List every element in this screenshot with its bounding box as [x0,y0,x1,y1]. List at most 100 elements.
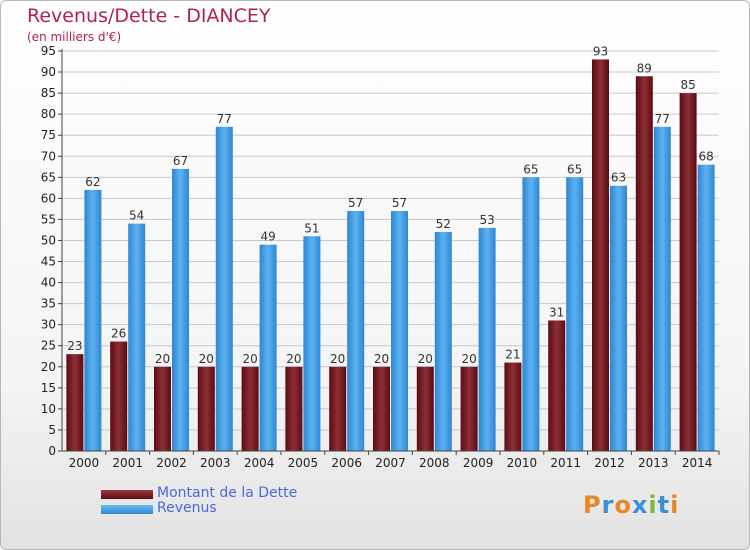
logo-letter: P [583,491,602,519]
bar-dette [460,366,478,451]
data-label-revenus: 65 [567,162,582,176]
bar-dette [241,366,259,451]
y-tick-label: 30 [41,318,56,332]
x-tick-label: 2005 [288,456,319,470]
x-tick-label: 2007 [375,456,406,470]
x-tick-label: 2008 [419,456,450,470]
data-label-revenus: 62 [85,175,100,189]
bar-dette [197,366,215,451]
bar-revenus [347,211,365,451]
data-label-revenus: 49 [260,230,275,244]
proxiti-logo: Proxiti [583,491,679,519]
bar-dette [154,366,171,451]
x-tick-label: 2000 [69,456,100,470]
bar-dette [592,59,609,451]
y-tick-label: 40 [41,276,56,290]
bar-revenus [610,185,627,451]
data-label-dette: 20 [199,352,214,366]
axes: 0 5 10 15 20 25 30 35 40 45 50 55 60 65 70 75 80 85 90 95 20… [41,44,720,470]
legend-swatch-revenus [101,505,153,514]
logo-letter: r [601,491,615,519]
bar-revenus [522,177,540,451]
y-tick-label: 25 [41,339,56,353]
data-label-revenus: 67 [173,154,188,168]
chart-subtitle: (en milliers d'€) [27,30,122,44]
data-label-revenus: 77 [217,112,232,126]
y-tick-label: 60 [41,191,56,205]
x-tick-label: 2011 [550,456,581,470]
data-label-revenus: 54 [129,209,144,223]
data-label-dette: 20 [418,352,433,366]
bar-revenus [215,126,233,451]
y-tick-label: 50 [41,233,56,247]
data-label-revenus: 63 [611,171,626,185]
data-label-dette: 26 [111,327,126,341]
y-tick-label: 95 [41,44,56,58]
bar-dette [679,93,697,452]
data-label-revenus: 51 [304,221,319,235]
data-label-revenus: 57 [348,196,363,210]
bar-dette [329,366,347,451]
x-tick-label: 2010 [507,456,538,470]
bar-revenus [478,227,496,451]
data-label-dette: 20 [374,352,389,366]
data-label-dette: 21 [505,348,520,362]
x-tick-label: 2009 [463,456,494,470]
data-label-dette: 93 [593,44,608,58]
bar-dette [635,76,653,452]
y-tick-label: 70 [41,149,56,163]
y-tick-label: 75 [41,128,56,142]
y-tick-label: 15 [41,381,56,395]
y-tick-label: 5 [48,423,56,437]
bar-revenus [128,223,146,451]
x-tick-label: 2014 [682,456,713,470]
bar-revenus [259,244,277,451]
bars: 23 62 26 54 20 67 20 77 20 49 20 51 20 57 20 57 20 52 20 53… [66,44,715,452]
x-tick-label: 2006 [331,456,362,470]
y-tick-label: 55 [41,212,56,226]
data-label-dette: 20 [461,352,476,366]
bar-dette [504,362,522,451]
y-tick-label: 65 [41,170,56,184]
data-label-revenus: 52 [436,217,451,231]
legend-label-dette: Montant de la Dette [157,485,298,501]
x-tick-label: 2012 [594,456,625,470]
chart-title: Revenus/Dette - DIANCEY [27,5,271,27]
logo-letter: o [614,491,632,519]
data-label-dette: 20 [286,352,301,366]
logo-letter: x [631,491,649,519]
bar-revenus [434,232,452,451]
x-tick-label: 2003 [200,456,231,470]
y-tick-label: 0 [48,444,56,458]
y-tick-label: 45 [41,255,56,269]
data-label-dette: 89 [637,61,652,75]
y-tick-label: 20 [41,360,56,374]
y-tick-label: 80 [41,107,56,121]
data-label-dette: 31 [549,305,564,319]
bar-dette [110,341,128,451]
bar-dette [416,366,434,451]
data-label-dette: 20 [155,352,170,366]
bar-dette [285,366,303,451]
logo-letter: i [648,491,658,519]
x-tick-label: 2002 [156,456,187,470]
legend-label-revenus: Revenus [157,500,217,516]
bar-revenus [566,177,584,451]
bar-revenus [303,236,321,451]
legend-swatch-dette [101,490,153,499]
bar-dette [373,366,390,451]
x-tick-label: 2001 [112,456,143,470]
data-label-revenus: 77 [655,112,670,126]
bar-revenus [172,168,189,452]
data-label-dette: 20 [330,352,345,366]
logo-letter: t [657,491,671,519]
y-tick-label: 90 [41,65,56,79]
y-tick-label: 85 [41,86,56,100]
bar-revenus [697,164,715,451]
grid [62,50,719,452]
data-label-revenus: 53 [479,213,494,227]
data-label-dette: 23 [67,339,82,353]
data-label-revenus: 68 [698,150,713,164]
bar-dette [548,320,566,451]
